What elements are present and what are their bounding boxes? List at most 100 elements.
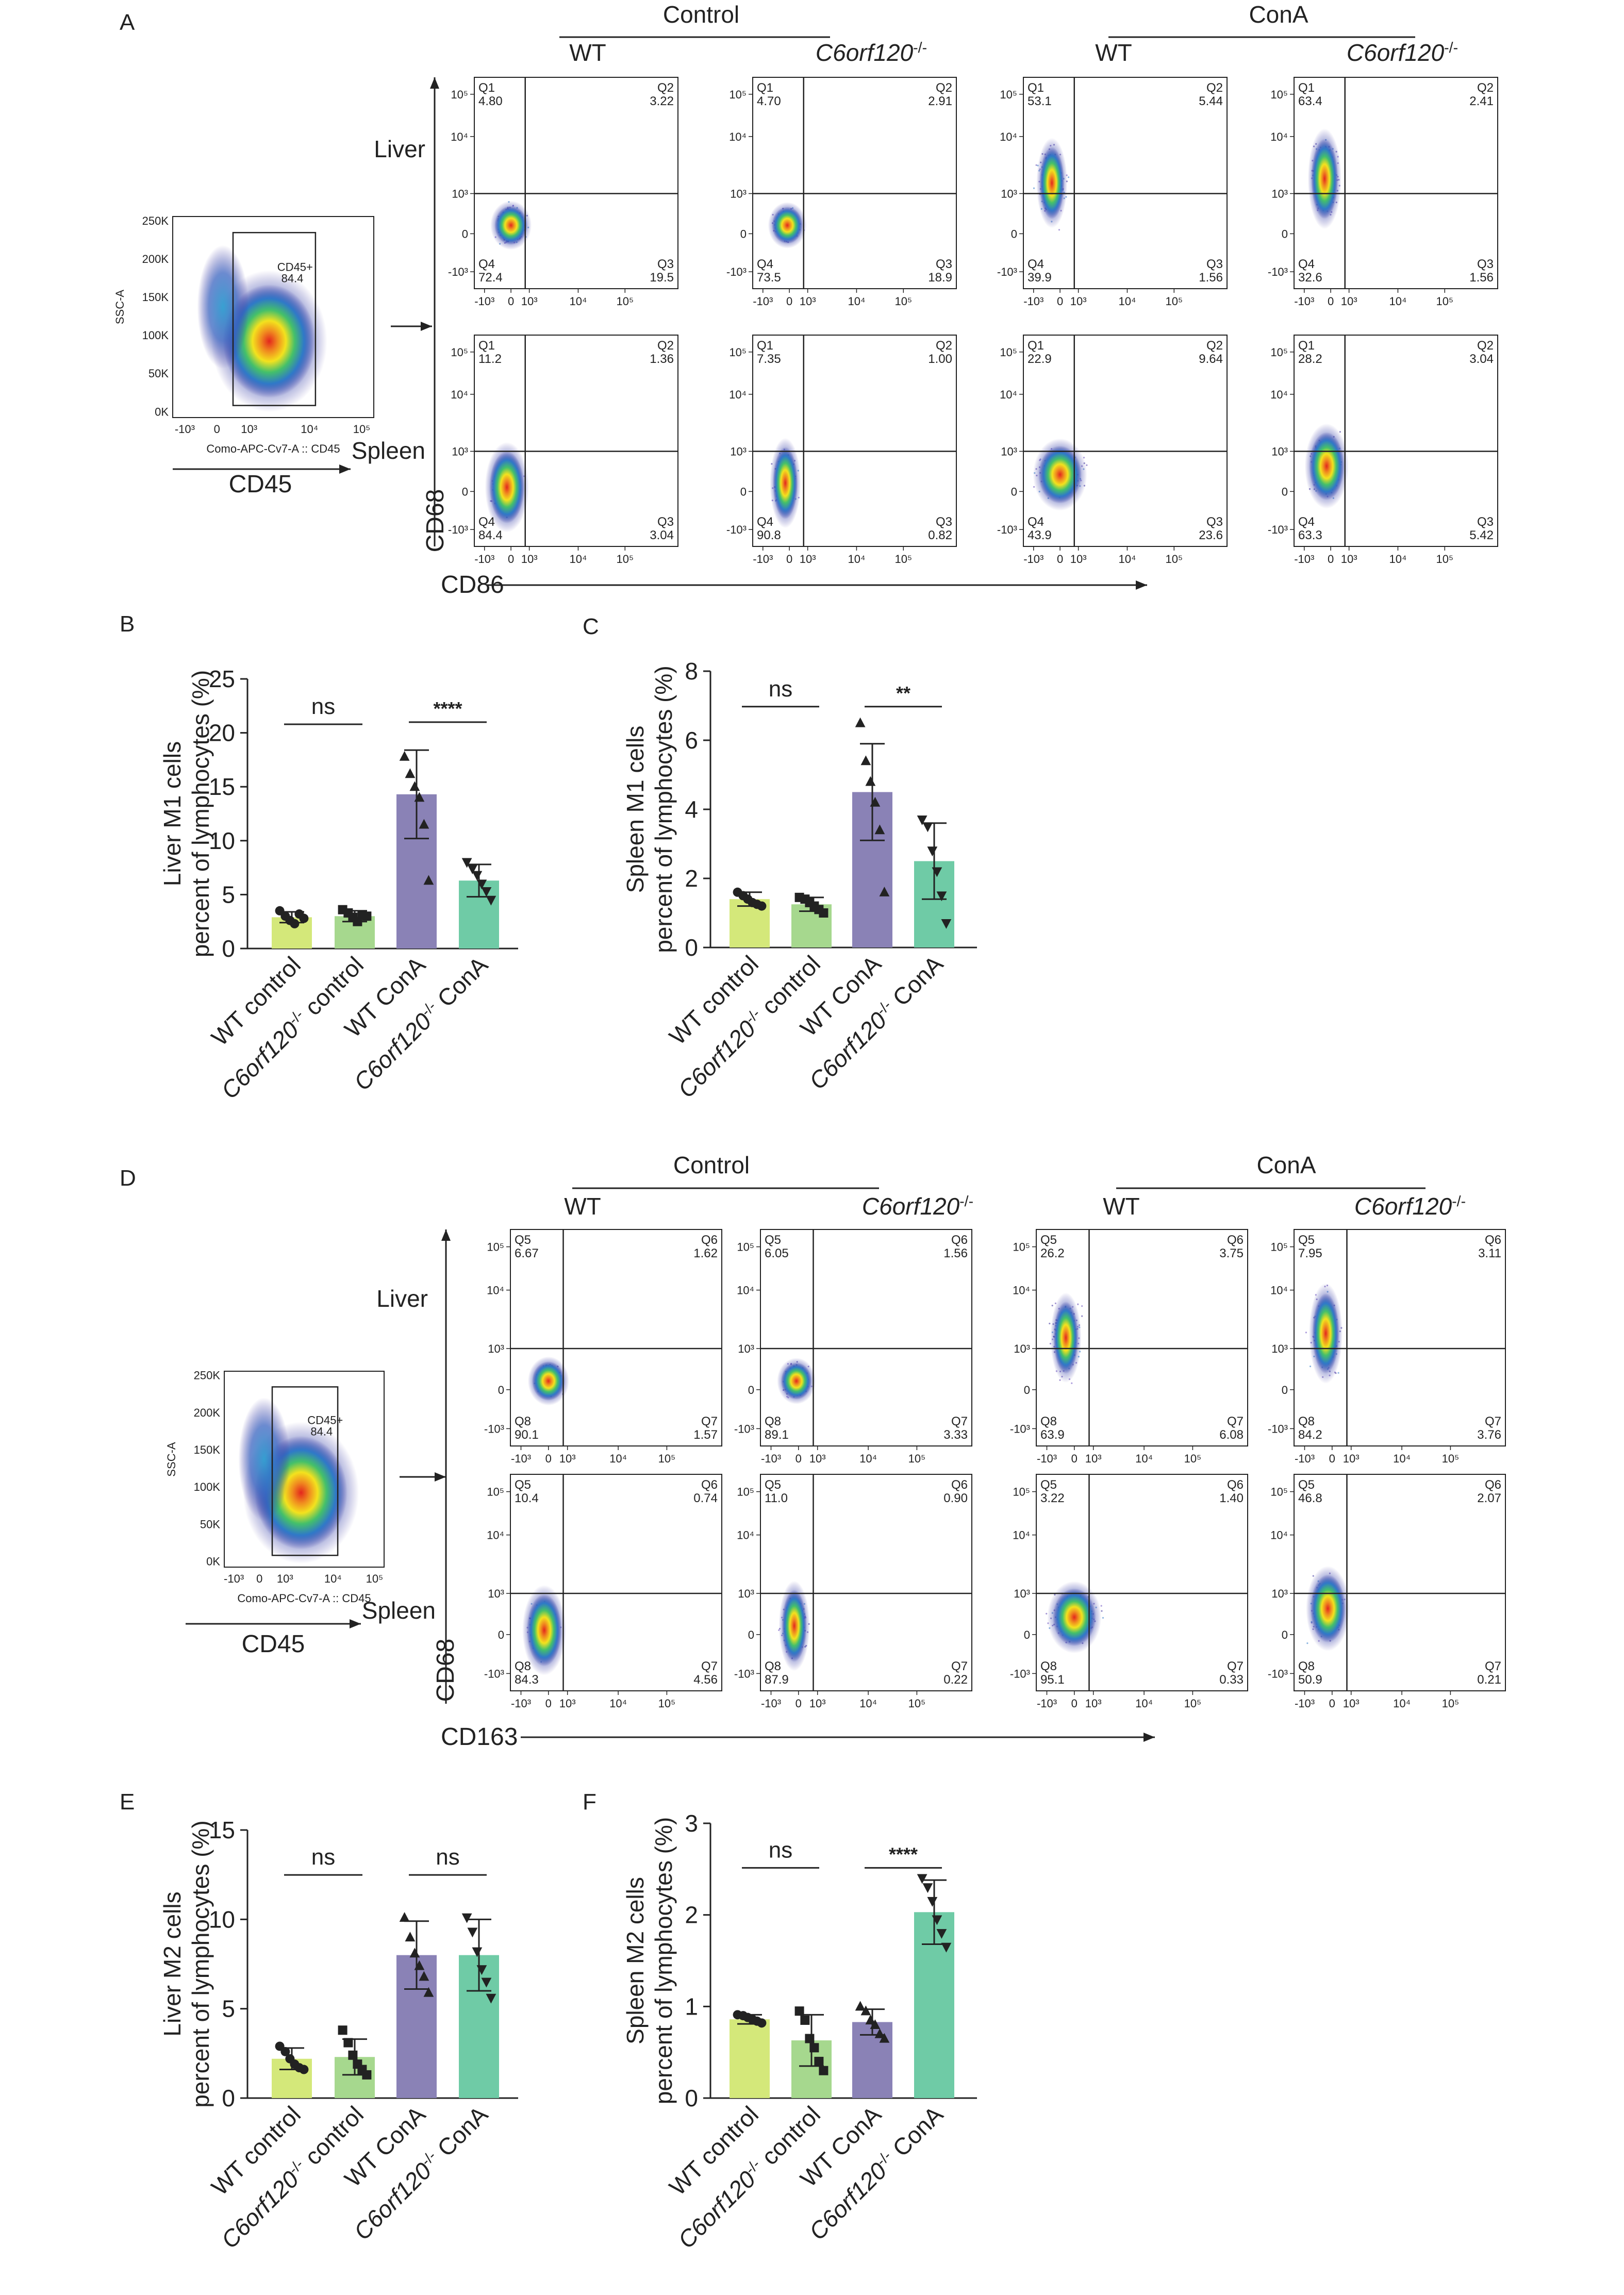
y-tick-label: -10³ (1268, 265, 1288, 278)
plot-frame (752, 77, 957, 289)
quadrant-label: Q8 (1040, 1415, 1057, 1428)
y-tick-label: 10⁴ (451, 130, 468, 143)
panel-a-col-label: WT (1095, 39, 1132, 66)
panel-a-to-plots-arrow-head (421, 322, 432, 331)
quadrant-label: Q6 (701, 1233, 718, 1247)
quadrant-value: 2.41 (1469, 94, 1494, 108)
x-tick-label: 10⁵ (895, 295, 913, 308)
y-tick-label: 10³ (1271, 1342, 1288, 1355)
significance-label: ns (436, 1844, 459, 1870)
density-core (1310, 1574, 1346, 1643)
y-tick-label: -10³ (484, 1422, 504, 1435)
quadrant-label: Q8 (1040, 1659, 1057, 1673)
density-core (772, 207, 803, 244)
quadrant-value: 50.9 (1298, 1673, 1322, 1687)
x-tick-label: 0 (1329, 1697, 1335, 1710)
y-tick-label: 5 (222, 881, 235, 908)
y-tick-label: 0 (1282, 227, 1288, 240)
y-tick-label: 10⁴ (1013, 1284, 1030, 1297)
quadrant-value: 3.04 (1469, 352, 1494, 366)
data-point-triangle-down (927, 1897, 938, 1907)
y-tick-label: 10⁵ (729, 346, 747, 359)
density-dot (1309, 1366, 1312, 1368)
quadrant-value: 73.5 (757, 271, 781, 285)
y-tick-label: 0 (1024, 1384, 1030, 1396)
gate-x-label: Como-APC-Cv7-A :: CD45 (206, 442, 340, 455)
y-tick-label: 10⁵ (451, 346, 468, 359)
quadrant-value: 7.35 (757, 352, 781, 366)
y-tick-label: 10⁵ (1270, 1486, 1288, 1499)
panel-letter: F (583, 1789, 596, 1815)
panel-d-row-liver: Liver (376, 1285, 428, 1312)
y-tick-label: -10³ (448, 523, 468, 536)
data-point-triangle-down (932, 867, 942, 877)
quadrant-value: 1.36 (650, 352, 674, 366)
gate-x-tick: 10⁵ (366, 1572, 384, 1585)
gate-y-tick: 150K (142, 291, 169, 304)
quadrant-label: Q4 (1298, 515, 1315, 529)
quadrant-label: Q6 (1227, 1233, 1244, 1247)
quadrant-value: 4.80 (478, 94, 503, 108)
y-tick-label: -10³ (448, 265, 468, 278)
quadrant-value: 46.8 (1298, 1491, 1322, 1505)
data-point-triangle-down (472, 1947, 483, 1957)
quadrant-label: Q3 (657, 257, 674, 271)
quadrant-label: Q8 (1298, 1415, 1315, 1428)
quadrant-value: 1.56 (943, 1246, 968, 1260)
x-tick-label: 10⁴ (609, 1697, 627, 1710)
quadrant-label: Q8 (1298, 1659, 1315, 1673)
data-point-circle (757, 2018, 767, 2028)
x-tick-label: 10⁵ (908, 1697, 926, 1710)
quadrant-value: 3.33 (943, 1428, 968, 1442)
quadrant-label: Q5 (1040, 1233, 1057, 1247)
quadrant-label: Q4 (757, 257, 773, 271)
y-tick-label: 10⁵ (1013, 1241, 1030, 1254)
quadrant-label: Q3 (1477, 257, 1494, 271)
x-tick-label: 10³ (521, 553, 538, 566)
quadrant-label: Q1 (1298, 339, 1315, 353)
y-tick-label: 10³ (738, 1342, 754, 1355)
data-point-triangle-down (481, 887, 492, 897)
data-point-triangle (865, 2015, 876, 2025)
x-tick-label: 0 (1057, 295, 1063, 308)
y-tick-label: 10⁴ (737, 1529, 754, 1542)
y-tick-label: 10⁵ (1270, 346, 1288, 359)
density-dot (1337, 1372, 1339, 1374)
gate-x-tick: 10⁴ (324, 1572, 342, 1585)
gate-y-tick: 250K (194, 1369, 221, 1382)
x-tick-label: 0 (796, 1697, 802, 1710)
quadrant-label: Q1 (757, 81, 773, 95)
density-dot (1086, 464, 1088, 467)
y-tick-label: 10⁵ (487, 1486, 504, 1499)
density-core (1053, 1302, 1079, 1374)
y-tick-label: -10³ (1268, 1667, 1288, 1680)
x-tick-label: -10³ (1294, 553, 1314, 566)
x-tick-label: 0 (1328, 295, 1334, 308)
panel-d-gate-marker-arrow-head (350, 1619, 361, 1628)
x-tick-label: 10³ (1085, 1452, 1102, 1465)
panel-a-col-label-ko: C6orf120-/- (1347, 39, 1458, 66)
density-dot (1033, 486, 1035, 488)
quadrant-label: Q4 (1028, 257, 1044, 271)
panel-d-col-label-ko: C6orf120-/- (862, 1193, 973, 1220)
x-tick-label: 10⁴ (1118, 553, 1136, 566)
gate-value: 84.4 (281, 272, 304, 285)
quadrant-label: Q6 (1485, 1478, 1501, 1492)
panel-d-y-axis-label: CD68 (432, 1639, 459, 1702)
y-tick-label: 0 (222, 935, 235, 962)
category-label-rest: ConA (883, 950, 948, 1016)
data-point-triangle (879, 2033, 890, 2043)
quadrant-label: Q7 (701, 1659, 718, 1673)
x-tick-label: 0 (786, 295, 792, 308)
density-dot (1081, 1315, 1083, 1317)
quadrant-value: 0.21 (1477, 1673, 1501, 1687)
quadrant-value: 0.82 (928, 528, 952, 542)
quadrant-label: Q5 (765, 1478, 781, 1492)
y-tick-label: 10³ (1014, 1342, 1030, 1355)
y-tick-label: 10³ (452, 188, 468, 201)
x-tick-label: 10³ (559, 1697, 576, 1710)
data-point-triangle (414, 792, 425, 802)
